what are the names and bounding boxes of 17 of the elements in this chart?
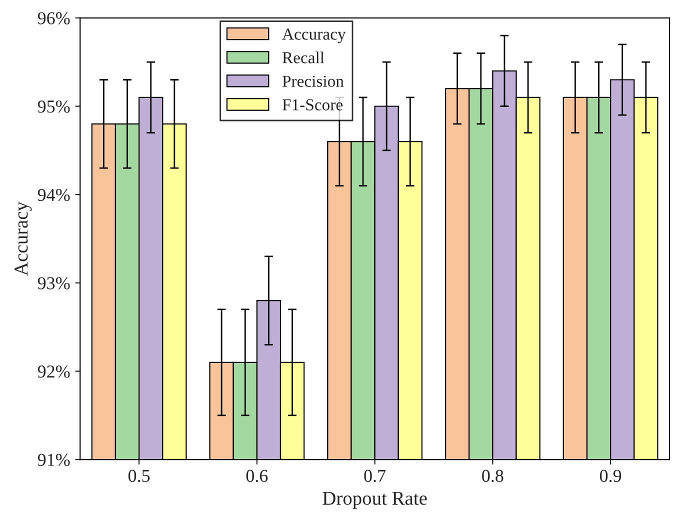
legend-label: Accuracy [282, 28, 346, 44]
x-tick-label: 0.7 [364, 470, 386, 482]
x-axis-title: Dropout Rate [322, 492, 427, 509]
legend-label: Precision [282, 76, 344, 87]
y-tick-label: 95% [38, 100, 70, 113]
legend-label: F1-Score [282, 99, 342, 110]
y-tick-label: 96% [38, 12, 70, 24]
legend-label: Recall [282, 52, 324, 64]
x-tick-label: 0.8 [482, 470, 504, 482]
x-tick-label: 0.6 [246, 470, 268, 482]
y-axis-title: Accuracy [14, 202, 32, 276]
y-tick-label: 92% [38, 365, 70, 378]
x-tick-label: 0.9 [600, 470, 622, 482]
y-tick-label: 94% [38, 188, 70, 202]
y-tick-label: 93% [38, 277, 70, 290]
y-tick-label: 91% [38, 454, 70, 466]
x-tick-label: 0.5 [128, 470, 150, 482]
